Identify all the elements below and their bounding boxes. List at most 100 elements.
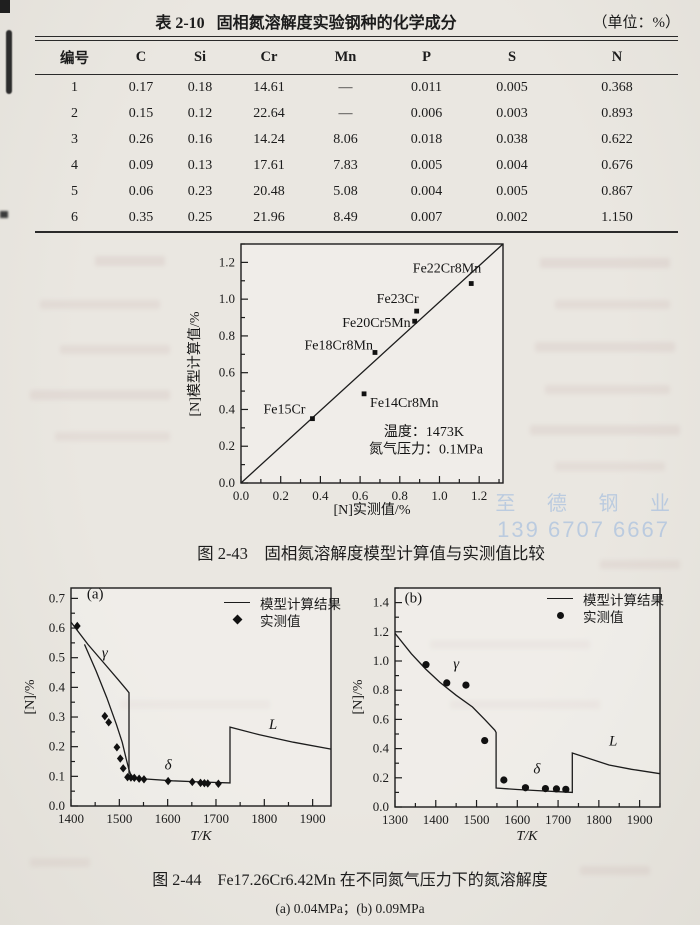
- scan-mark: [0, 0, 10, 13]
- table-cell: 0.23: [187, 184, 213, 199]
- plot-area: [394, 587, 661, 808]
- table-row: 6 0.35 0.25 21.96 8.49 0.007 0.002 1.150: [35, 205, 678, 232]
- annotation: 氮气压力：0.1MPa: [369, 442, 484, 458]
- x-tick-label: 1500: [106, 811, 132, 826]
- chart-legend: 模型计算结果 实测值: [543, 590, 664, 625]
- table-cell: 0.018: [410, 132, 443, 147]
- figure-2-44a-line-chart: 1400 1500 1600 1700 1800 1900 0.0 0.1 0.2 0.3 0.4 0…: [20, 582, 360, 850]
- y-tick-label: 0.2: [219, 438, 235, 453]
- table-cell: 0.09: [128, 158, 154, 173]
- data-point: [562, 785, 570, 793]
- column-header: Cr: [232, 40, 306, 75]
- legend-item-measured: 实测值: [220, 611, 341, 629]
- table-cell: 8.06: [333, 132, 358, 147]
- x-axis-label: [N]实测值/%: [334, 502, 411, 518]
- figure-2-44-subcaption: (a) 0.04MPa；(b) 0.09MPa: [275, 901, 425, 916]
- legend-item-model: 模型计算结果: [220, 594, 341, 612]
- line-sample-icon: [543, 598, 577, 599]
- table-cell: 0.005: [496, 80, 528, 95]
- annotation: (b): [405, 591, 423, 607]
- measured-trend-line: [83, 644, 133, 777]
- column-header: Mn: [306, 40, 385, 75]
- legend-item-measured: 实测值: [543, 607, 664, 625]
- line-sample-icon: [220, 602, 254, 603]
- x-tick-label: 1.2: [471, 488, 487, 503]
- y-tick-label: 1.2: [219, 254, 235, 269]
- y-tick-label: 0.7: [49, 590, 66, 605]
- x-tick-label: 1900: [300, 811, 326, 826]
- x-tick-label: 0.2: [273, 488, 289, 503]
- identity-line: [240, 243, 504, 484]
- table-cell: 0.038: [496, 132, 528, 147]
- table-cell: 0.26: [128, 132, 154, 147]
- x-tick-label: 1400: [58, 811, 84, 826]
- data-point: [481, 736, 489, 745]
- table-cell: 14.61: [253, 80, 285, 95]
- table-row: 2 0.15 0.12 22.64 — 0.006 0.003 0.893: [35, 101, 678, 127]
- table-number: 表 2-10: [155, 15, 205, 32]
- data-point: [119, 764, 127, 773]
- watermark-phone: 139 6707 6667: [497, 517, 670, 542]
- figure-2-43-caption: 图 2-43 固相氮溶解度模型计算值与实测值比较: [197, 544, 545, 563]
- column-header: 编号: [35, 40, 114, 75]
- x-tick-label: 0.6: [352, 488, 369, 503]
- column-header: S: [468, 40, 556, 75]
- table-cell: 0.676: [601, 158, 633, 173]
- y-tick-label: 0.8: [219, 328, 235, 343]
- y-axis-label: [N]模型计算值/%: [187, 311, 203, 416]
- table-cell: 0.06: [128, 184, 154, 199]
- table-cell: 5: [71, 184, 78, 199]
- watermark: 至 德 钢 业 139 6707 6667: [463, 487, 670, 543]
- table-cell: 8.49: [333, 210, 358, 225]
- table-cell: 0.003: [496, 106, 528, 121]
- table-cell: —: [338, 106, 353, 121]
- x-tick-label: 1600: [155, 811, 181, 826]
- column-header: N: [556, 40, 678, 75]
- annotation: (a): [87, 586, 104, 602]
- table-row: 3 0.26 0.16 14.24 8.06 0.018 0.038 0.622: [35, 127, 678, 153]
- legend-label: 实测值: [260, 613, 301, 629]
- table-cell: 0.004: [496, 158, 528, 173]
- table-cell: 14.24: [253, 132, 285, 147]
- bleed-through-artifact: [545, 385, 670, 394]
- table-cell: 5.08: [333, 184, 358, 199]
- x-tick-label: 1.0: [431, 488, 447, 503]
- table-cell: 0.005: [496, 184, 528, 199]
- table-cell: 0.13: [187, 158, 213, 173]
- table-header-row: 编号 C Si Cr Mn P S N: [35, 40, 678, 75]
- point-label: Fe18Cr8Mn: [305, 338, 373, 353]
- y-tick-label: 0.0: [219, 475, 235, 490]
- x-tick-label: 0.4: [312, 488, 329, 503]
- point-label: Fe20Cr5Mn: [342, 316, 410, 331]
- x-tick-label: 0.8: [392, 488, 408, 503]
- column-header: P: [385, 40, 468, 75]
- table-cell: 20.48: [253, 184, 285, 199]
- table-title: 表 2-10 固相氮溶解度实验钢种的化学成分: [88, 9, 524, 33]
- table-cell: 1: [71, 80, 78, 95]
- table-row: 5 0.06 0.23 20.48 5.08 0.004 0.005 0.867: [35, 179, 678, 205]
- table-cell: —: [338, 80, 353, 95]
- table-cell: 2: [71, 106, 78, 121]
- bleed-through-artifact: [530, 425, 680, 435]
- table-cell: 0.15: [128, 106, 154, 121]
- y-tick-label: 0.8: [373, 682, 389, 697]
- y-axis-label: [N]/%: [23, 679, 38, 714]
- data-point: [468, 281, 474, 286]
- x-tick-label: 1600: [504, 812, 530, 827]
- data-point: [414, 308, 420, 314]
- y-tick-label: 1.0: [373, 653, 389, 668]
- table-cell: 22.64: [253, 106, 285, 121]
- table-cell: 0.35: [128, 210, 154, 225]
- chart-legend: 模型计算结果 实测值: [220, 594, 341, 629]
- circle-marker-icon: [543, 612, 577, 619]
- y-tick-label: 0.0: [49, 798, 65, 813]
- legend-label: 模型计算结果: [583, 592, 664, 608]
- x-tick-label: 0.0: [233, 488, 249, 503]
- table-cell: 3: [71, 132, 78, 147]
- table-cell: 4: [71, 158, 78, 173]
- scan-mark: [0, 211, 8, 218]
- y-tick-label: 0.5: [49, 650, 65, 665]
- x-tick-label: 1500: [464, 812, 490, 827]
- point-label: Fe15Cr: [263, 403, 305, 418]
